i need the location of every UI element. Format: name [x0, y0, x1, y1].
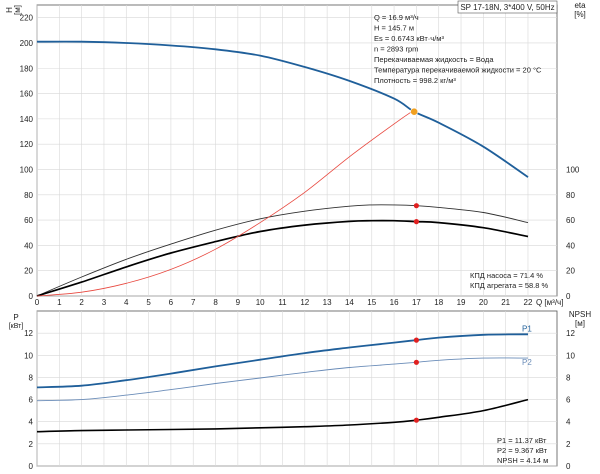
duty-point-power: [413, 417, 419, 423]
tick-label-x: 0: [35, 298, 40, 307]
tick-label-x: 22: [524, 298, 533, 307]
tick-label-left: 60: [24, 216, 33, 225]
info-line: Перекачиваемая жидкость = Вода: [374, 55, 494, 64]
info-line: NPSH = 4.14 м: [497, 456, 548, 465]
info-line: P1 = 11.37 кВт: [497, 436, 547, 445]
tick-label-left: 20: [24, 267, 33, 276]
tick-label-x: 6: [169, 298, 174, 307]
duty-point-eta: [413, 203, 419, 209]
plot-frame-top: [36, 4, 558, 297]
tick-label-x: 19: [457, 298, 466, 307]
tick-label-left: 40: [24, 241, 33, 250]
info-line: H = 145.7 м: [374, 24, 414, 33]
tick-label-x: 20: [479, 298, 488, 307]
tick-label-right: 2: [566, 440, 571, 449]
duty-point-eta: [413, 219, 419, 225]
tick-label-x: 14: [345, 298, 354, 307]
curve-h: [36, 40, 529, 178]
tick-label-x: 10: [256, 298, 265, 307]
title-box: [457, 0, 558, 14]
tick-label-right: 20: [566, 267, 575, 276]
info-line: Плотность = 998.2 кг/м³: [374, 76, 456, 85]
tick-label-left: 0: [29, 462, 34, 471]
tick-label-right: 6: [566, 396, 571, 405]
duty-point-power: [413, 337, 419, 343]
tick-label-left: 6: [29, 396, 34, 405]
curve-npsh: [36, 398, 529, 433]
tick-label-right: 60: [566, 216, 575, 225]
tick-label-x: 12: [300, 298, 309, 307]
tick-label-x: 4: [124, 298, 129, 307]
tick-label-x: 3: [102, 298, 107, 307]
tick-label-right: 4: [566, 418, 571, 427]
info-line: Температура перекачиваемой жидкости = 20…: [374, 66, 542, 75]
tick-label-x: 11: [278, 298, 287, 307]
tick-label-x: 2: [79, 298, 84, 307]
tick-label-left: 80: [24, 191, 33, 200]
curve-eta-pump: [36, 204, 529, 297]
tick-label-right: 12: [566, 329, 575, 338]
tick-label-left: 100: [20, 165, 34, 174]
tick-label-right: 80: [566, 191, 575, 200]
tick-label-x: 17: [412, 298, 421, 307]
axis-label-npsh-unit: [м]: [575, 319, 585, 328]
axis-label-npsh: NPSH: [569, 310, 591, 319]
efficiency-line: КПД насоса = 71.4 %: [470, 271, 543, 280]
tick-label-x: 15: [367, 298, 376, 307]
info-line: P2 = 9.367 кВт: [497, 446, 548, 455]
curve-p2: [36, 357, 529, 402]
curve-p1: [36, 333, 529, 389]
tick-label-x: 7: [191, 298, 196, 307]
tick-label-x: 16: [390, 298, 399, 307]
tick-label-x: 5: [146, 298, 151, 307]
tick-label-right: 10: [566, 351, 575, 360]
info-line: Es = 0.6743 кВт·ч/м³: [374, 34, 444, 43]
axis-label-h: H: [5, 7, 14, 13]
series-label-p2: P2: [522, 358, 532, 367]
tick-label-left: 10: [24, 351, 33, 360]
tick-label-x: 21: [501, 298, 510, 307]
tick-label-x: 13: [323, 298, 332, 307]
tick-label-x: 18: [434, 298, 443, 307]
tick-label-left: 200: [20, 39, 34, 48]
series-label-p1: P1: [522, 324, 532, 333]
tick-label-right: 100: [566, 165, 580, 174]
tick-label-left: 140: [20, 115, 34, 124]
axis-label-eta-unit: [%]: [574, 10, 586, 19]
duty-point-power: [413, 359, 419, 365]
tick-label-left: 180: [20, 64, 34, 73]
tick-label-x: 9: [236, 298, 241, 307]
tick-label-left: 160: [20, 90, 34, 99]
info-line: n = 2893 rpm: [374, 45, 418, 54]
head-efficiency-panel: 0204060801001201401601802002200204060801…: [5, 0, 586, 307]
tick-label-x: 8: [213, 298, 218, 307]
tick-label-left: 0: [29, 292, 34, 301]
curve-es: [36, 109, 415, 297]
tick-label-left: 8: [29, 373, 34, 382]
info-line: Q = 16.9 м³/ч: [374, 13, 419, 22]
tick-label-right: 8: [566, 373, 571, 382]
power-npsh-panel: 0 2 4 6 8 10 12 0 2 4 6 8 10 12 P[кВт] NPSH[м] P1 P2 P1 = …: [9, 310, 592, 471]
chart-title: SP 17-18N, 3*400 V, 50Hz: [460, 3, 554, 12]
curve-eta-unit: [36, 219, 529, 297]
tick-label-left: 120: [20, 140, 34, 149]
tick-label-left: 220: [20, 14, 34, 23]
tick-label-x: 1: [57, 298, 62, 307]
tick-label-left: 4: [29, 418, 34, 427]
tick-label-right: 0: [566, 292, 571, 301]
axis-label-p: P: [13, 313, 18, 322]
tick-label-right: 0: [566, 462, 571, 471]
efficiency-line: КПД агрегата = 58.8 %: [470, 281, 548, 290]
tick-label-left: 2: [29, 440, 34, 449]
tick-label-right: 40: [566, 241, 575, 250]
axis-label-h-unit: [м]: [13, 5, 22, 15]
axis-label-q: Q [м³/ч]: [536, 298, 563, 307]
axis-label-p-unit: [кВт]: [9, 323, 24, 330]
tick-label-left: 12: [24, 329, 33, 338]
axis-label-eta: eta: [574, 1, 586, 10]
operating-point: [410, 107, 419, 116]
